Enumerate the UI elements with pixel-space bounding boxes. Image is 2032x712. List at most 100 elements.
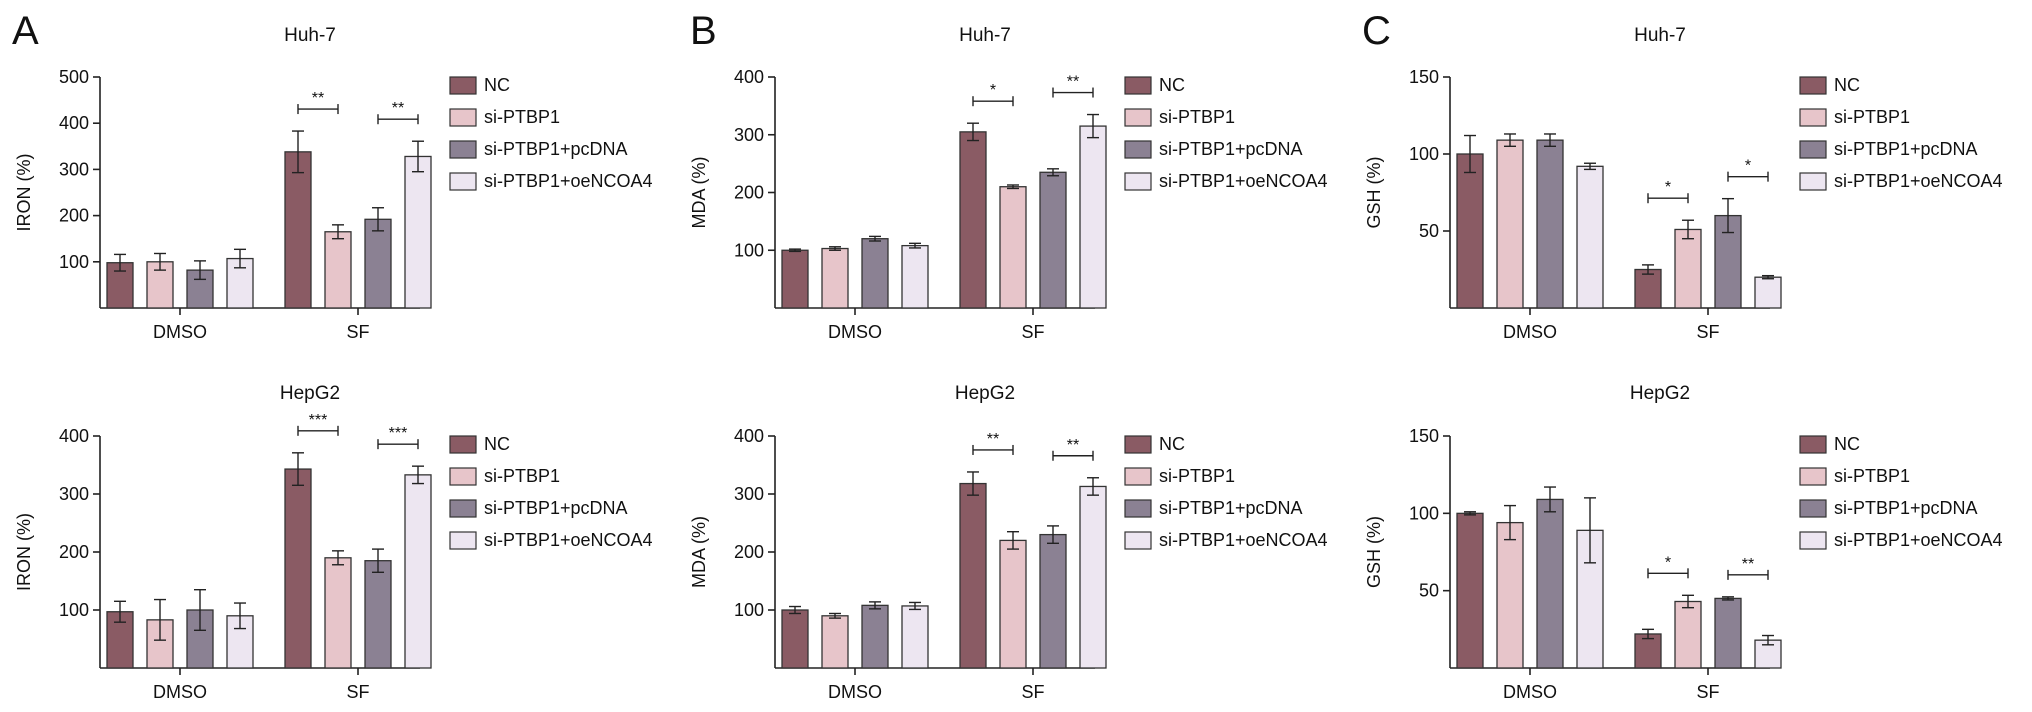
bar — [1536, 498, 1564, 669]
legend: NC si-PTBP1 si-PTBP1+pcDNA si-PTBP1+oeNCOA4 — [1799, 75, 2003, 191]
legend-swatch — [449, 435, 477, 454]
y-tick-label: 100 — [59, 252, 89, 272]
legend-swatch — [1799, 435, 1827, 454]
y-tick-label: 300 — [59, 484, 89, 504]
legend-label: si-PTBP1+pcDNA — [1834, 498, 1978, 518]
bar — [861, 238, 889, 309]
bar — [1714, 214, 1742, 309]
y-axis-label: IRON (%) — [14, 513, 34, 591]
significance-bracket: * — [1647, 554, 1689, 579]
bar — [1714, 597, 1742, 669]
legend-label: NC — [1159, 75, 1185, 95]
legend-label: NC — [1159, 434, 1185, 454]
legend-swatch — [449, 499, 477, 518]
bar — [1039, 171, 1067, 309]
category-label: SF — [1696, 682, 1719, 702]
y-tick-label: 100 — [1409, 503, 1439, 523]
y-tick-label: 500 — [59, 67, 89, 87]
y-tick-label: 300 — [59, 159, 89, 179]
legend-label: si-PTBP1+pcDNA — [484, 498, 628, 518]
bar — [284, 468, 312, 669]
chart-c-huh-7: Huh-7 GSH (%) 50 100 150 DMSO SF * * NC si-PTBP1 si… — [1364, 25, 2003, 342]
y-axis-label: GSH (%) — [1364, 516, 1384, 588]
y-tick-label: 300 — [734, 484, 764, 504]
bar — [404, 155, 432, 309]
y-axis-label: IRON (%) — [14, 154, 34, 232]
category-label: SF — [346, 322, 369, 342]
legend: NC si-PTBP1 si-PTBP1+pcDNA si-PTBP1+oeNCOA4 — [449, 75, 653, 191]
legend-label: si-PTBP1+pcDNA — [1834, 139, 1978, 159]
chart-title: Huh-7 — [284, 25, 336, 46]
bar — [781, 609, 809, 669]
y-tick-label: 200 — [734, 542, 764, 562]
bar — [1079, 485, 1107, 669]
legend-label: si-PTBP1+oeNCOA4 — [1834, 530, 2003, 550]
legend: NC si-PTBP1 si-PTBP1+pcDNA si-PTBP1+oeNCOA4 — [1799, 434, 2003, 550]
chart-title: HepG2 — [955, 383, 1015, 404]
significance-bracket: * — [1647, 179, 1689, 204]
legend-label: si-PTBP1+oeNCOA4 — [484, 530, 653, 550]
category-label: DMSO — [828, 682, 882, 702]
significance-bracket: *** — [297, 412, 339, 436]
chart-title: HepG2 — [280, 383, 340, 404]
significance-label: * — [1665, 179, 1671, 196]
bar — [1634, 268, 1662, 309]
y-tick-label: 100 — [59, 600, 89, 620]
bar — [999, 539, 1027, 669]
bar — [1456, 512, 1484, 669]
chart-title: Huh-7 — [959, 25, 1011, 46]
significance-label: *** — [389, 425, 408, 442]
bar — [1754, 276, 1782, 309]
legend-swatch — [449, 531, 477, 550]
legend-label: si-PTBP1+pcDNA — [1159, 139, 1303, 159]
significance-bracket: ** — [1052, 437, 1094, 461]
bar — [1674, 228, 1702, 309]
legend-swatch — [449, 467, 477, 486]
bar — [901, 605, 929, 669]
legend-swatch — [449, 76, 477, 95]
y-tick-label: 50 — [1419, 581, 1439, 601]
y-tick-label: 200 — [59, 542, 89, 562]
bar — [186, 269, 214, 309]
legend-label: si-PTBP1 — [484, 466, 560, 486]
legend-swatch — [449, 140, 477, 159]
legend-swatch — [1124, 108, 1152, 127]
legend-label: si-PTBP1+oeNCOA4 — [1159, 171, 1328, 191]
bar — [364, 560, 392, 669]
legend-swatch — [449, 108, 477, 127]
chart-b-hepg2: HepG2 MDA (%) 100 200 300 400 DMSO SF ** ** NC si-P… — [689, 383, 1328, 702]
significance-label: ** — [392, 100, 404, 117]
chart-title: HepG2 — [1630, 383, 1690, 404]
bar — [1079, 125, 1107, 309]
bar — [821, 247, 849, 309]
bar — [959, 482, 987, 669]
legend-label: NC — [484, 434, 510, 454]
significance-bracket: *** — [377, 425, 419, 450]
bar — [1674, 600, 1702, 669]
legend: NC si-PTBP1 si-PTBP1+pcDNA si-PTBP1+oeNCOA4 — [1124, 434, 1328, 550]
panel-letter-b: B — [690, 9, 717, 53]
legend: NC si-PTBP1 si-PTBP1+pcDNA si-PTBP1+oeNCOA4 — [1124, 75, 1328, 191]
y-tick-label: 150 — [1409, 67, 1439, 87]
significance-label: * — [990, 82, 996, 99]
bar — [1496, 521, 1524, 669]
category-label: DMSO — [153, 322, 207, 342]
legend-label: si-PTBP1 — [1159, 466, 1235, 486]
bar — [284, 151, 312, 309]
significance-bracket: * — [1727, 158, 1769, 182]
bar — [781, 249, 809, 309]
legend-swatch — [1124, 76, 1152, 95]
significance-bracket: ** — [972, 431, 1014, 455]
y-axis-label: GSH (%) — [1364, 157, 1384, 229]
y-tick-label: 100 — [1409, 144, 1439, 164]
y-axis-label: MDA (%) — [689, 157, 709, 229]
y-axis-label: MDA (%) — [689, 516, 709, 588]
legend-label: si-PTBP1 — [1834, 107, 1910, 127]
significance-label: *** — [309, 412, 328, 429]
y-tick-label: 150 — [1409, 426, 1439, 446]
bar — [821, 615, 849, 669]
legend-swatch — [1124, 467, 1152, 486]
bar — [324, 557, 352, 669]
